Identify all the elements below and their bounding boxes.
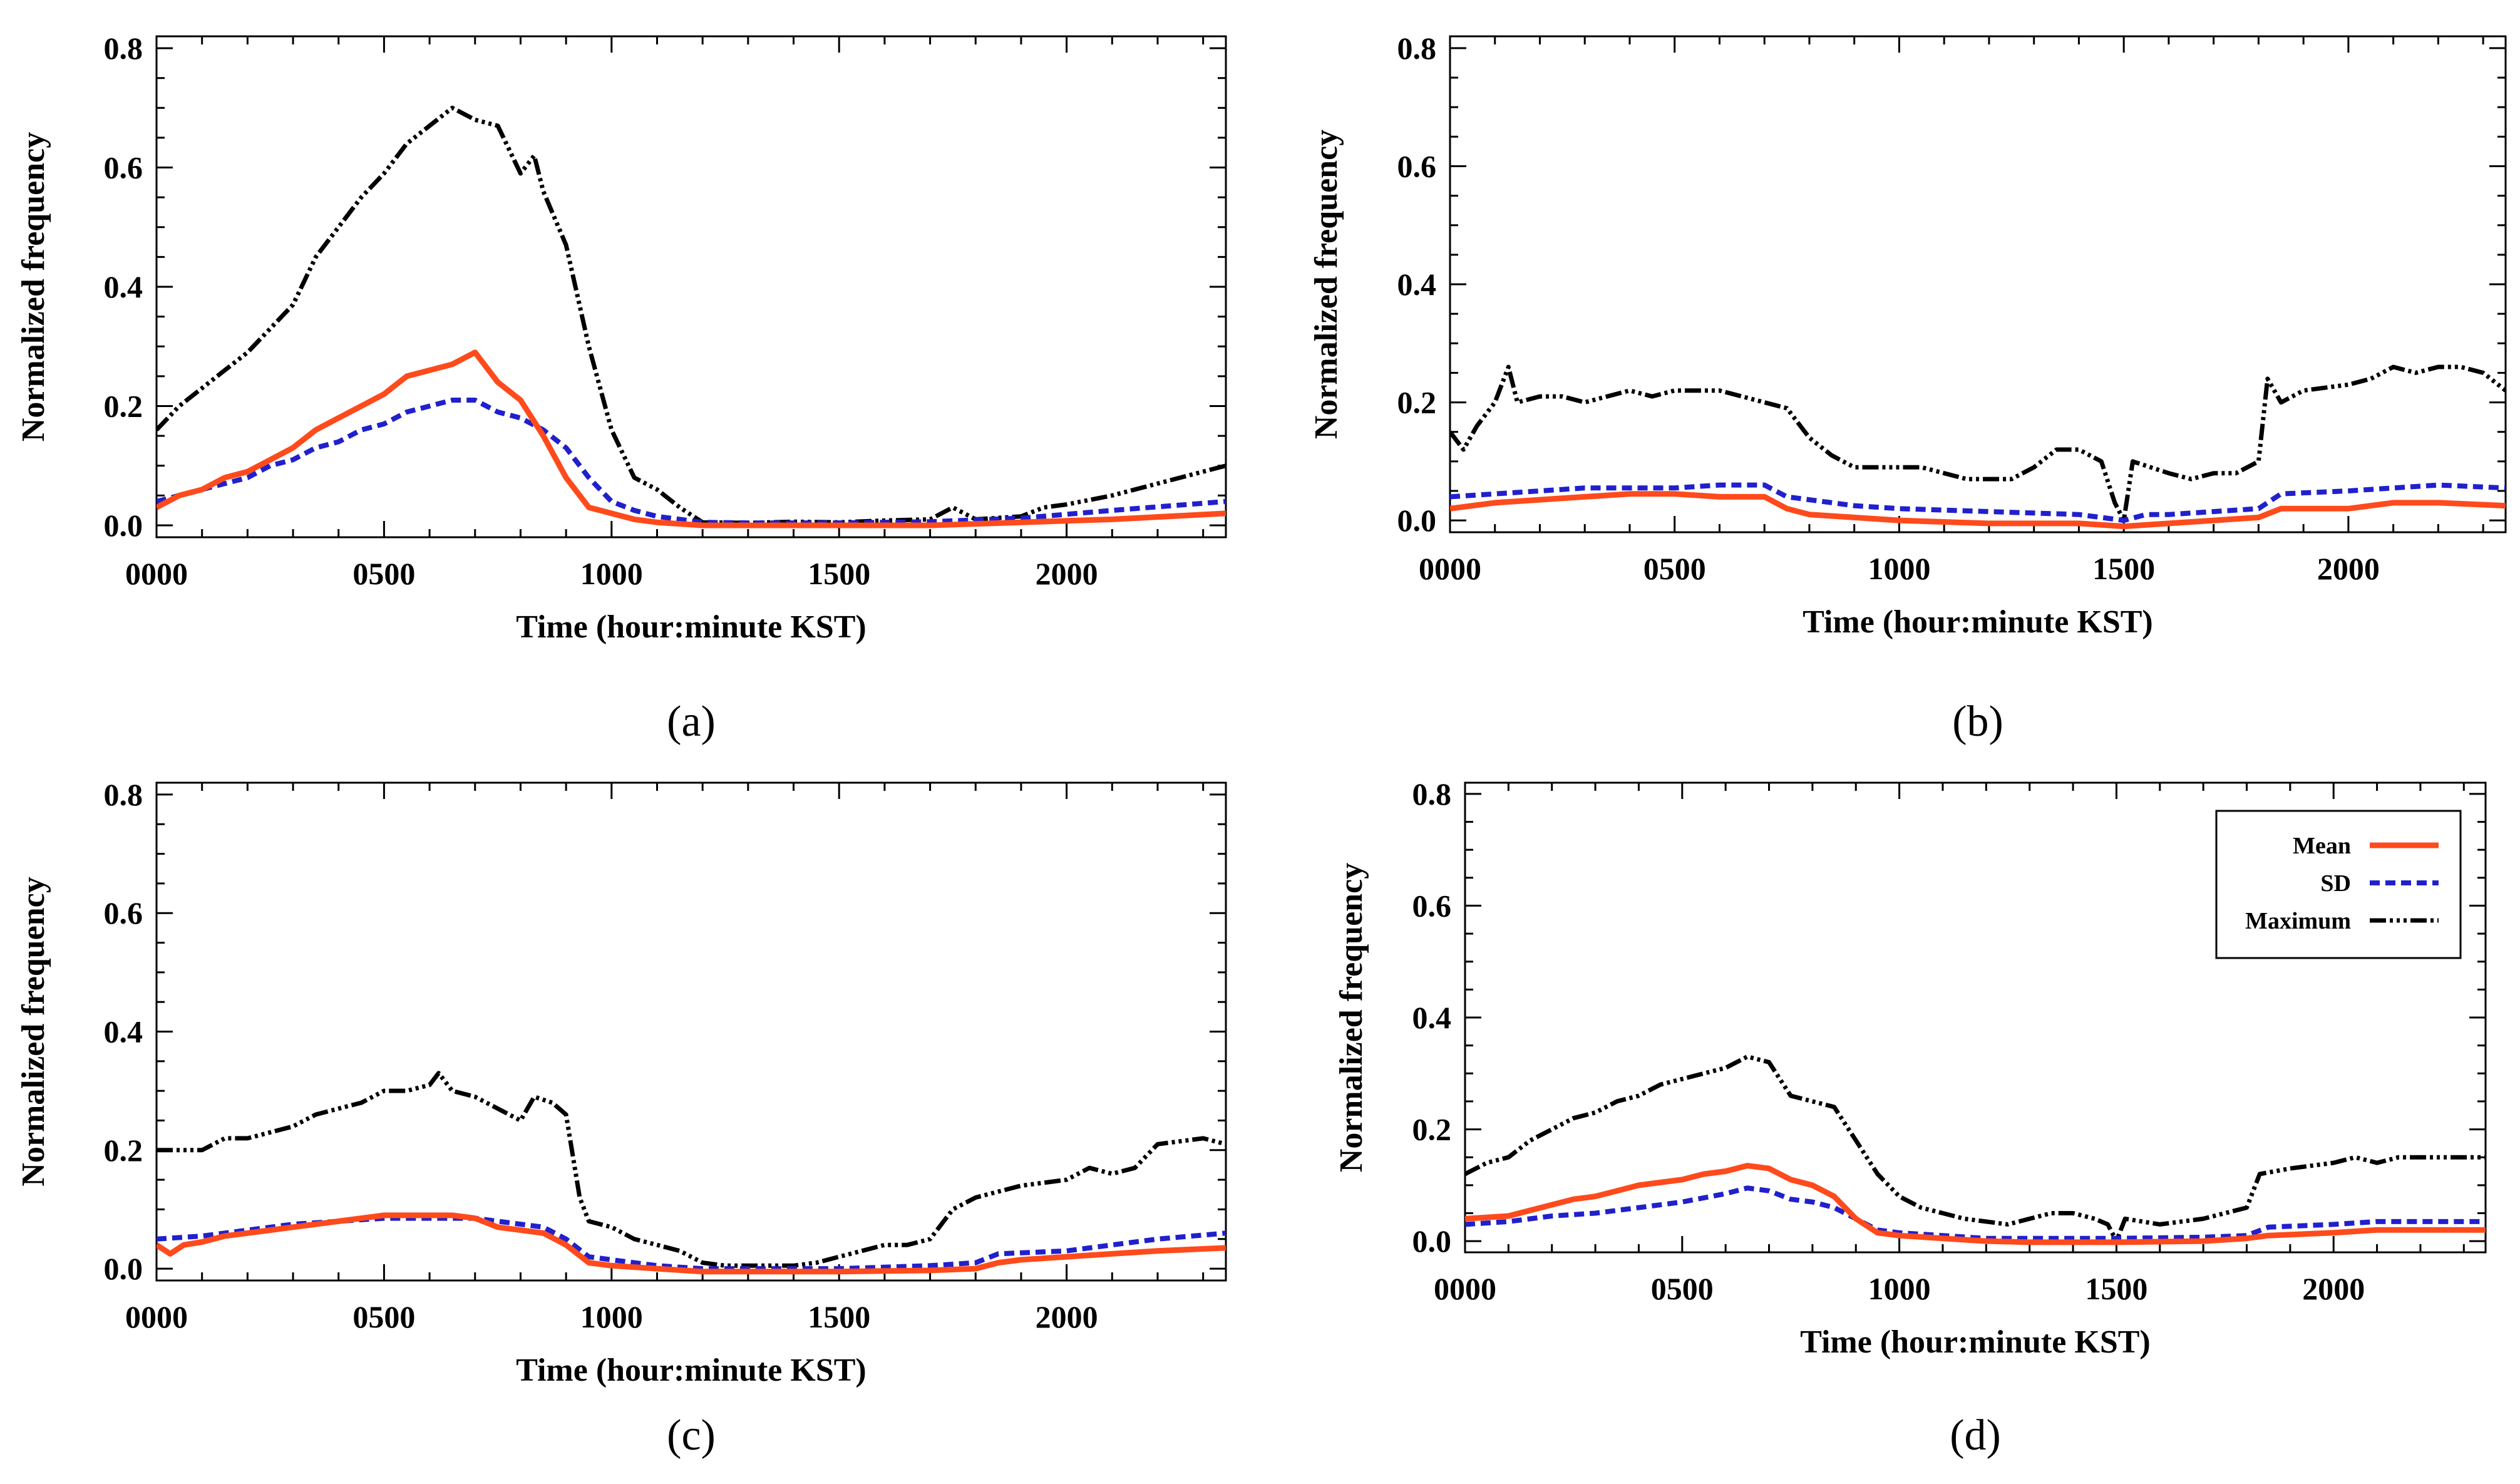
chart-panel-a: 0000 0500 1000 1500 2000 0.0 0.2 0.4 0.6 0.8 Time … xyxy=(16,31,1227,746)
series-line-sd xyxy=(1450,482,2506,523)
x-tick-label: 1000 xyxy=(1868,551,1930,586)
x-tick-label: 0500 xyxy=(352,1299,415,1334)
chart-panel-c: 0000 0500 1000 1500 2000 0.0 0.2 0.4 0.6 0.8 Time … xyxy=(16,777,1227,1460)
series-line-mean xyxy=(1465,1163,2486,1245)
x-axis-label: Time (hour:minute KST) xyxy=(516,1353,867,1388)
y-tick-label: 0.0 xyxy=(1412,1224,1452,1259)
y-tick-label: 0.8 xyxy=(104,31,143,66)
legend-label: Mean xyxy=(2293,833,2351,859)
y-tick-label: 0.2 xyxy=(1412,1112,1452,1147)
x-tick-label: 2000 xyxy=(2302,1271,2365,1306)
x-tick-label: 1000 xyxy=(580,556,643,591)
x-tick-label: 0500 xyxy=(1643,551,1706,586)
panel-label: (a) xyxy=(667,698,716,746)
y-tick-label: 0.0 xyxy=(104,508,143,543)
y-axis-label: Normalized frequency xyxy=(1334,863,1369,1172)
series-line-mean xyxy=(157,349,1226,528)
x-axis-label: Time (hour:minute KST) xyxy=(516,609,867,645)
x-tick-label: 1500 xyxy=(2092,551,2155,586)
plot-frame xyxy=(155,781,1227,1282)
series-line-mean xyxy=(157,1212,1226,1275)
y-tick-label: 0.8 xyxy=(104,777,143,812)
series-line-maximum xyxy=(157,105,1226,525)
x-tick-label: 1000 xyxy=(1868,1271,1931,1306)
panel-label: (b) xyxy=(1952,698,2003,746)
series-line-maximum xyxy=(1450,364,2506,523)
series-line-maximum xyxy=(1465,1054,2486,1244)
legend-box xyxy=(2215,810,2462,959)
y-tick-label: 0.6 xyxy=(104,895,143,930)
y-tick-label: 0.6 xyxy=(1397,148,1437,183)
x-tick-label: 0000 xyxy=(1434,1271,1496,1306)
y-axis-label: Normalized frequency xyxy=(1309,130,1344,439)
plot-frame xyxy=(1449,35,2507,533)
y-tick-label: 0.2 xyxy=(1397,385,1437,420)
x-axis-label: Time (hour:minute KST) xyxy=(1803,604,2153,640)
plot-frame xyxy=(155,35,1227,538)
x-tick-label: 1500 xyxy=(808,1299,870,1334)
y-tick-label: 0.4 xyxy=(1397,267,1437,302)
x-tick-label: 0000 xyxy=(125,1299,188,1334)
x-axis-label: Time (hour:minute KST) xyxy=(1800,1324,2151,1360)
series-line-maximum xyxy=(157,1071,1226,1268)
legend-label: SD xyxy=(2320,870,2351,897)
y-tick-label: 0.4 xyxy=(104,1014,143,1049)
legend-label: Maximum xyxy=(2245,908,2351,934)
x-tick-label: 0500 xyxy=(352,556,415,591)
y-tick-label: 0.8 xyxy=(1397,31,1437,66)
legend: Mean SD Maximum xyxy=(2215,810,2462,959)
x-tick-label: 1500 xyxy=(808,556,870,591)
y-axis-label: Normalized frequency xyxy=(16,877,51,1186)
x-tick-label: 0000 xyxy=(1419,551,1481,586)
series-line-mean xyxy=(1450,491,2506,530)
x-tick-label: 2000 xyxy=(2317,551,2380,586)
x-tick-label: 2000 xyxy=(1036,1299,1098,1334)
y-tick-label: 0.8 xyxy=(1412,776,1452,812)
x-tick-label: 1500 xyxy=(2085,1271,2147,1306)
y-tick-label: 0.6 xyxy=(104,150,143,185)
x-tick-label: 0500 xyxy=(1651,1271,1714,1306)
x-tick-label: 0000 xyxy=(125,556,188,591)
y-tick-label: 0.2 xyxy=(104,1133,143,1168)
chart-panel-d: 0000 0500 1000 1500 2000 0.0 0.2 0.4 0.6 0.8 Time … xyxy=(1334,776,2487,1460)
x-tick-label: 2000 xyxy=(1036,556,1098,591)
series-line-sd xyxy=(157,1215,1226,1272)
y-tick-label: 0.4 xyxy=(1412,1000,1452,1035)
y-axis-label: Normalized frequency xyxy=(16,132,51,441)
panel-label: (c) xyxy=(667,1411,716,1460)
y-tick-label: 0.2 xyxy=(104,388,143,423)
chart-panel-b: 0000 0500 1000 1500 2000 0.0 0.2 0.4 0.6 0.8 Time … xyxy=(1309,31,2507,746)
y-tick-label: 0.0 xyxy=(1397,503,1437,538)
panel-label: (d) xyxy=(1950,1411,2001,1460)
x-tick-label: 1000 xyxy=(580,1299,643,1334)
y-tick-label: 0.4 xyxy=(104,269,143,304)
y-tick-label: 0.6 xyxy=(1412,888,1452,923)
y-tick-label: 0.0 xyxy=(104,1251,143,1286)
